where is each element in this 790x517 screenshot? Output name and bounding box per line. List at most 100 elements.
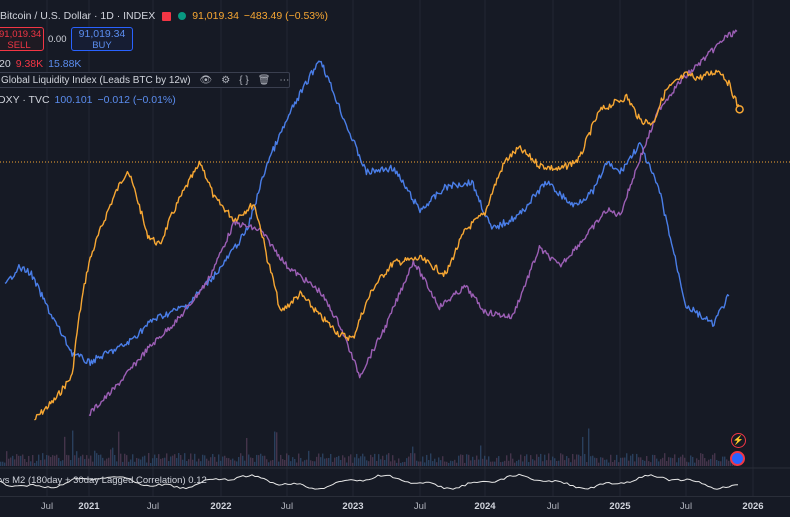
volume-bar [238, 457, 240, 466]
volume-bar [356, 453, 358, 466]
braces-icon[interactable]: { } [239, 74, 249, 86]
volume-bar [206, 458, 208, 466]
buy-label: BUY [92, 40, 112, 51]
volume-bar [464, 462, 466, 466]
volume-bar [546, 460, 548, 466]
volume-bar [530, 455, 532, 466]
volume-bar [452, 461, 454, 466]
volume-bar [422, 456, 424, 466]
volume-bar [176, 458, 178, 466]
more-icon[interactable]: ⋯ [279, 74, 290, 86]
gear-icon[interactable]: ⚙ [221, 74, 231, 86]
volume-bar [102, 457, 104, 466]
lightning-icon[interactable]: ⚡ [731, 433, 746, 448]
x-axis[interactable]: Jul 2021 Jul 2022 Jul 2023 Jul 2024 Jul 2025 Jul 20… [0, 496, 790, 517]
volume-bar [410, 453, 412, 466]
volume-bar [242, 455, 244, 466]
symbol-legend: Bitcoin / U.S. Dollar · 1D · INDEX 91,01… [0, 8, 328, 24]
volume-bar [246, 437, 248, 466]
volume-bar [198, 458, 200, 466]
volume-bar [442, 456, 444, 466]
volume-bar [518, 459, 520, 466]
volume-bar [690, 455, 692, 466]
volume-bar [304, 460, 306, 466]
volume-bar [80, 456, 82, 466]
volume-bar [688, 462, 690, 466]
trash-icon[interactable]: 🗑 [257, 74, 271, 86]
volume-bar [486, 459, 488, 466]
flag-us-icon[interactable] [730, 451, 745, 466]
eye-icon[interactable]: 👁 [199, 74, 213, 86]
volume-bar [496, 457, 498, 466]
flag-icon[interactable] [162, 11, 172, 21]
volume-bar [250, 457, 252, 466]
volume-bar [662, 457, 664, 466]
volume-bar [114, 454, 116, 466]
volume-bar [412, 446, 414, 466]
volume-bar [178, 453, 180, 466]
volume-bar [516, 461, 518, 466]
volume-bar [372, 457, 374, 466]
volume-bar [12, 455, 14, 466]
volume-bar [522, 461, 524, 466]
volume-bar [538, 456, 540, 466]
indicator-legend[interactable]: Global Liquidity Index (Leads BTC by 12w… [0, 72, 290, 88]
sell-button[interactable]: 91,019.34 SELL [0, 27, 44, 51]
volume-bar [722, 456, 724, 466]
volume-bar [656, 458, 658, 466]
volume-bar [192, 459, 194, 466]
volume-bar [498, 456, 500, 466]
volume-bar [520, 454, 522, 466]
volume-bar [208, 460, 210, 466]
volume-bar [492, 461, 494, 466]
volume-bar [370, 454, 372, 466]
volume-bar [88, 458, 90, 466]
volume-bar [186, 461, 188, 466]
volume-bar [156, 457, 158, 466]
volume-bar [96, 453, 98, 466]
volume-bar [726, 459, 728, 466]
volume-bar [328, 458, 330, 466]
volume-bar [474, 459, 476, 466]
volume-bar [678, 457, 680, 466]
volume-bar [438, 457, 440, 466]
volume-bar [162, 458, 164, 466]
volume-bar [64, 436, 66, 466]
volume-bar [348, 456, 350, 466]
volume-value-1: 9.38K [15, 58, 44, 70]
x-axis-tick: 2023 [342, 501, 364, 512]
volume-bar [644, 460, 646, 466]
volume-bar [404, 461, 406, 466]
volume-bar [544, 454, 546, 466]
volume-bar [204, 455, 206, 466]
volume-bar [512, 458, 514, 466]
volume-bar [118, 431, 120, 466]
volume-label[interactable]: 20 [0, 58, 11, 70]
volume-bar [480, 445, 482, 466]
volume-bar [336, 457, 338, 466]
buy-button[interactable]: 91,019.34 BUY [71, 27, 133, 51]
market-status-icon [178, 12, 187, 20]
dxy-label[interactable]: DXY · TVC [0, 94, 50, 106]
indicator-name[interactable]: Global Liquidity Index (Leads BTC by 12w… [1, 74, 191, 86]
volume-bar [56, 454, 58, 466]
volume-bar [604, 459, 606, 466]
volume-bar [308, 450, 310, 466]
volume-bar [340, 459, 342, 466]
volume-bar [592, 455, 594, 466]
volume-bar [244, 460, 246, 466]
correlation-label[interactable]: vs M2 (180day + 30day Lagged Correlation… [0, 475, 186, 486]
symbol-title[interactable]: Bitcoin / U.S. Dollar · 1D · INDEX [0, 10, 156, 22]
volume-bar [142, 456, 144, 466]
dxy-change: −0.012 (−0.01%) [97, 94, 176, 106]
volume-bar [380, 459, 382, 466]
volume-bar [202, 454, 204, 466]
volume-bar [190, 453, 192, 466]
volume-bar [130, 459, 132, 466]
volume-bar [472, 456, 474, 466]
volume-bar [440, 460, 442, 466]
volume-bar [596, 458, 598, 466]
btc-price-line [34, 69, 741, 421]
